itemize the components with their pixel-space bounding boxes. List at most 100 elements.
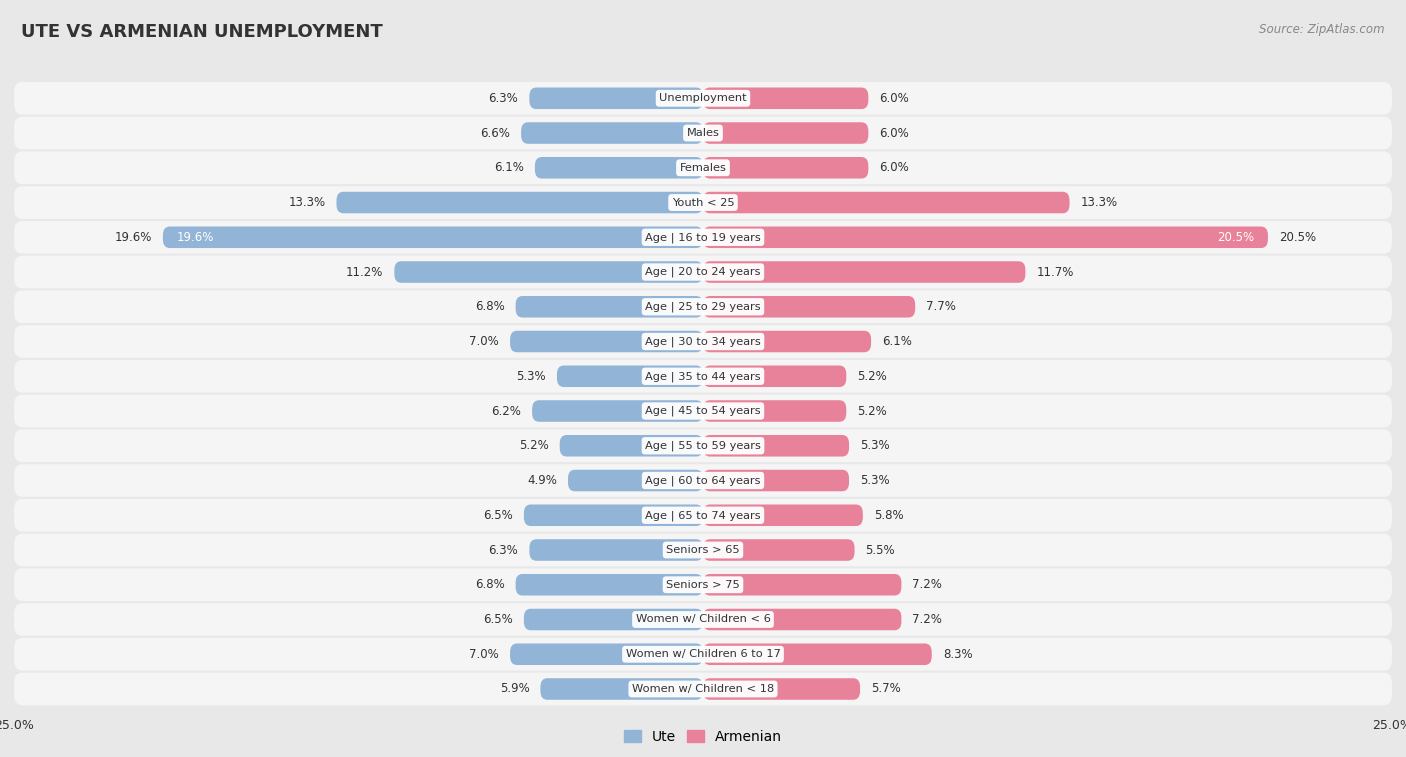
FancyBboxPatch shape	[703, 366, 846, 387]
Text: 11.2%: 11.2%	[346, 266, 384, 279]
FancyBboxPatch shape	[14, 117, 1392, 149]
Text: 20.5%: 20.5%	[1279, 231, 1316, 244]
Text: Women w/ Children < 6: Women w/ Children < 6	[636, 615, 770, 625]
FancyBboxPatch shape	[14, 603, 1392, 636]
FancyBboxPatch shape	[336, 192, 703, 213]
FancyBboxPatch shape	[703, 123, 869, 144]
Text: 7.2%: 7.2%	[912, 578, 942, 591]
FancyBboxPatch shape	[524, 504, 703, 526]
FancyBboxPatch shape	[703, 157, 869, 179]
Text: 6.5%: 6.5%	[484, 509, 513, 522]
FancyBboxPatch shape	[14, 673, 1392, 706]
FancyBboxPatch shape	[703, 504, 863, 526]
FancyBboxPatch shape	[534, 157, 703, 179]
FancyBboxPatch shape	[703, 400, 846, 422]
Text: 20.5%: 20.5%	[1218, 231, 1254, 244]
Legend: Ute, Armenian: Ute, Armenian	[619, 724, 787, 749]
Text: 5.2%: 5.2%	[858, 369, 887, 383]
Text: Females: Females	[679, 163, 727, 173]
Text: Seniors > 75: Seniors > 75	[666, 580, 740, 590]
Text: 19.6%: 19.6%	[177, 231, 214, 244]
Text: Age | 35 to 44 years: Age | 35 to 44 years	[645, 371, 761, 382]
Text: Age | 60 to 64 years: Age | 60 to 64 years	[645, 475, 761, 486]
FancyBboxPatch shape	[14, 499, 1392, 531]
Text: Women w/ Children 6 to 17: Women w/ Children 6 to 17	[626, 650, 780, 659]
Text: 13.3%: 13.3%	[1081, 196, 1118, 209]
Text: 5.3%: 5.3%	[860, 474, 890, 487]
Text: 13.3%: 13.3%	[288, 196, 325, 209]
FancyBboxPatch shape	[14, 291, 1392, 323]
FancyBboxPatch shape	[531, 400, 703, 422]
FancyBboxPatch shape	[14, 569, 1392, 601]
Text: 5.9%: 5.9%	[499, 683, 530, 696]
Text: 19.6%: 19.6%	[114, 231, 152, 244]
Text: Women w/ Children < 18: Women w/ Children < 18	[631, 684, 775, 694]
Text: Age | 20 to 24 years: Age | 20 to 24 years	[645, 266, 761, 277]
Text: 5.5%: 5.5%	[866, 544, 896, 556]
Text: 5.3%: 5.3%	[860, 439, 890, 452]
FancyBboxPatch shape	[703, 609, 901, 631]
Text: 6.3%: 6.3%	[489, 544, 519, 556]
Text: Age | 45 to 54 years: Age | 45 to 54 years	[645, 406, 761, 416]
Text: 6.1%: 6.1%	[882, 335, 912, 348]
Text: Age | 16 to 19 years: Age | 16 to 19 years	[645, 232, 761, 242]
Text: Unemployment: Unemployment	[659, 93, 747, 103]
Text: 6.0%: 6.0%	[879, 161, 910, 174]
FancyBboxPatch shape	[530, 88, 703, 109]
FancyBboxPatch shape	[560, 435, 703, 456]
FancyBboxPatch shape	[394, 261, 703, 283]
Text: 6.6%: 6.6%	[481, 126, 510, 139]
FancyBboxPatch shape	[522, 123, 703, 144]
Text: 6.8%: 6.8%	[475, 578, 505, 591]
Text: Age | 25 to 29 years: Age | 25 to 29 years	[645, 301, 761, 312]
Text: Age | 30 to 34 years: Age | 30 to 34 years	[645, 336, 761, 347]
FancyBboxPatch shape	[703, 678, 860, 699]
Text: 5.2%: 5.2%	[858, 404, 887, 418]
FancyBboxPatch shape	[557, 366, 703, 387]
Text: Age | 55 to 59 years: Age | 55 to 59 years	[645, 441, 761, 451]
FancyBboxPatch shape	[14, 464, 1392, 497]
FancyBboxPatch shape	[703, 539, 855, 561]
Text: 6.0%: 6.0%	[879, 92, 910, 104]
Text: Source: ZipAtlas.com: Source: ZipAtlas.com	[1260, 23, 1385, 36]
FancyBboxPatch shape	[516, 574, 703, 596]
FancyBboxPatch shape	[14, 638, 1392, 671]
Text: UTE VS ARMENIAN UNEMPLOYMENT: UTE VS ARMENIAN UNEMPLOYMENT	[21, 23, 382, 41]
FancyBboxPatch shape	[568, 470, 703, 491]
FancyBboxPatch shape	[14, 186, 1392, 219]
FancyBboxPatch shape	[14, 221, 1392, 254]
FancyBboxPatch shape	[703, 470, 849, 491]
FancyBboxPatch shape	[703, 331, 872, 352]
FancyBboxPatch shape	[540, 678, 703, 699]
Text: 11.7%: 11.7%	[1036, 266, 1074, 279]
Text: 5.3%: 5.3%	[516, 369, 546, 383]
Text: 6.5%: 6.5%	[484, 613, 513, 626]
Text: 7.2%: 7.2%	[912, 613, 942, 626]
FancyBboxPatch shape	[163, 226, 703, 248]
Text: Seniors > 65: Seniors > 65	[666, 545, 740, 555]
FancyBboxPatch shape	[516, 296, 703, 317]
FancyBboxPatch shape	[703, 574, 901, 596]
FancyBboxPatch shape	[524, 609, 703, 631]
Text: 7.7%: 7.7%	[927, 301, 956, 313]
FancyBboxPatch shape	[14, 360, 1392, 393]
FancyBboxPatch shape	[703, 88, 869, 109]
FancyBboxPatch shape	[14, 534, 1392, 566]
FancyBboxPatch shape	[14, 429, 1392, 462]
FancyBboxPatch shape	[530, 539, 703, 561]
Text: 6.3%: 6.3%	[489, 92, 519, 104]
FancyBboxPatch shape	[510, 643, 703, 665]
Text: 7.0%: 7.0%	[470, 335, 499, 348]
Text: 6.2%: 6.2%	[491, 404, 522, 418]
FancyBboxPatch shape	[14, 151, 1392, 184]
Text: 6.0%: 6.0%	[879, 126, 910, 139]
Text: 6.1%: 6.1%	[494, 161, 524, 174]
Text: Males: Males	[686, 128, 720, 138]
FancyBboxPatch shape	[703, 261, 1025, 283]
Text: 4.9%: 4.9%	[527, 474, 557, 487]
Text: 6.8%: 6.8%	[475, 301, 505, 313]
Text: 5.8%: 5.8%	[875, 509, 904, 522]
Text: 5.7%: 5.7%	[872, 683, 901, 696]
FancyBboxPatch shape	[14, 326, 1392, 358]
FancyBboxPatch shape	[510, 331, 703, 352]
